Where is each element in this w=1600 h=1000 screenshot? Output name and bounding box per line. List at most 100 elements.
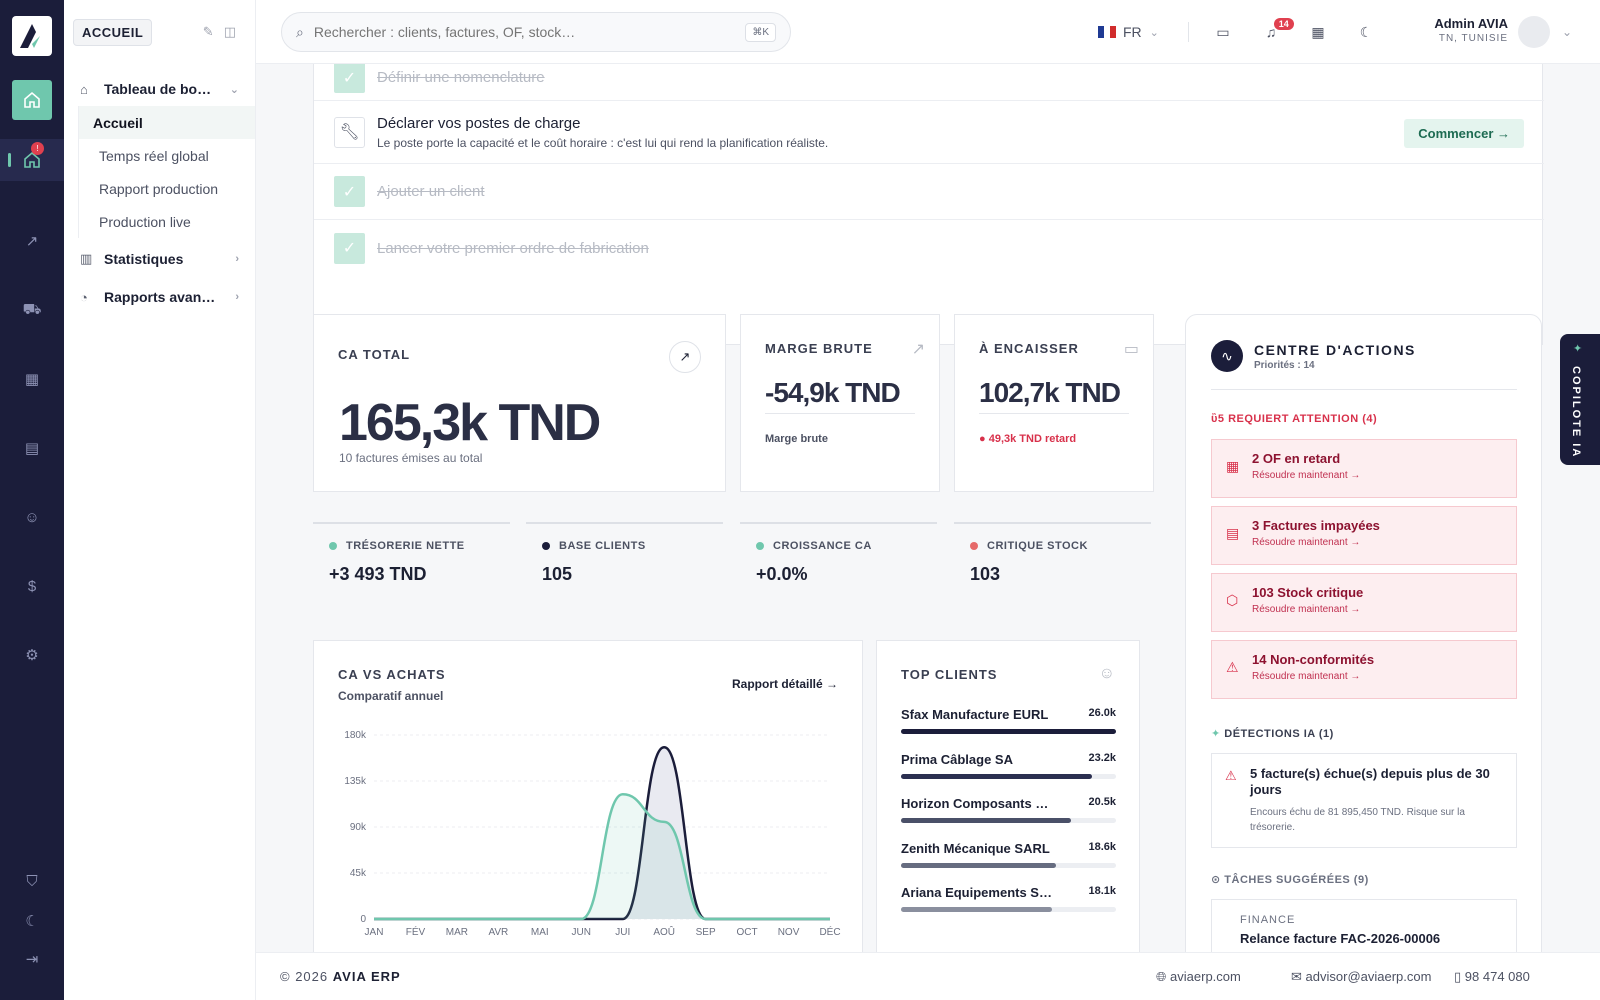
phone-icon: ▯ — [1454, 969, 1462, 984]
users-icon: ☺ — [1098, 665, 1115, 682]
user-menu[interactable]: Admin AVIA TN, TUNISIE — [1396, 16, 1508, 44]
client-name: Prima Câblage SA — [901, 751, 1013, 767]
step-current: 🔧︎ Déclarer vos postes de charge Le post… — [314, 101, 1544, 164]
resolve-link[interactable]: Résoudre maintenant → — [1252, 671, 1361, 682]
website-link[interactable]: 🌐︎ aviaerp.com — [1156, 969, 1241, 984]
ia-desc: Encours échu de 81 895,450 TND. Risque s… — [1250, 807, 1465, 833]
user-location: TN, TUNISIE — [1438, 33, 1508, 44]
arrow-up-right-icon[interactable]: ↗ — [669, 341, 701, 373]
wrench-icon: 🔧︎ — [334, 116, 365, 148]
action-item[interactable]: ▤ 3 Factures impayées Résoudre maintenan… — [1211, 506, 1517, 565]
resolve-link[interactable]: Résoudre maintenant → — [1252, 604, 1361, 615]
step-label: Déclarer vos postes de charge — [377, 114, 581, 132]
factory-icon: ▦ — [1226, 458, 1240, 474]
copilot-tab[interactable]: ✦ COPILOTE IA — [1560, 334, 1600, 465]
client-bar-fill — [901, 862, 1056, 868]
nav-item-temps-reel[interactable]: Temps réel global — [99, 147, 209, 164]
client-row[interactable]: Sfax Manufacture EURL 26.0k — [901, 707, 1116, 734]
ia-detection[interactable]: ⚠ 5 facture(s) échue(s) depuis plus de 3… — [1211, 753, 1517, 848]
step-done[interactable]: ✓ Lancer votre premier ordre de fabricat… — [314, 220, 1544, 276]
collapse-icon[interactable]: ◫ — [223, 24, 236, 39]
ia-title: ✦ DÉTECTIONS IA (1) — [1211, 728, 1334, 740]
nav-item-rapport-production[interactable]: Rapport production — [99, 180, 219, 197]
rail-finance-button[interactable]: $ — [0, 565, 64, 607]
avatar[interactable] — [1518, 16, 1550, 48]
client-name: Sfax Manufacture EURL — [901, 707, 1049, 722]
step-label: Définir une nomenclature — [377, 69, 545, 86]
warning-icon: ⚠ — [1226, 659, 1239, 675]
notifications-button[interactable]: ♫ 14 — [1259, 0, 1294, 64]
app-logo[interactable] — [12, 16, 52, 56]
action-label: 103 Stock critique — [1252, 585, 1364, 600]
action-item[interactable]: ⬡ 103 Stock critique Résoudre maintenant… — [1211, 573, 1517, 632]
warning-icon: ⚠ — [1225, 768, 1237, 783]
action-item[interactable]: ▦ 2 OF en retard Résoudre maintenant → — [1211, 439, 1517, 498]
rail-production-button[interactable]: ▦ — [0, 358, 64, 400]
client-bar-fill — [901, 773, 1093, 779]
x-tick-label: JUI — [615, 927, 630, 938]
status-dot — [970, 542, 978, 550]
nav-group-label: Rapports avan… — [104, 289, 216, 305]
copyright: © 2026 AVIA ERP — [280, 969, 401, 984]
nav-item-accueil[interactable]: Accueil — [79, 106, 255, 139]
sidebar: ACCUEIL ✎ ◫ ⌂ Tableau de bo… ⌄ Accueil T… — [64, 0, 256, 1000]
rail-logout-button[interactable]: ⇥ — [0, 938, 64, 980]
factory-icon: ▦ — [24, 371, 40, 388]
nav-group-dashboard[interactable]: ⌂ Tableau de bo… ⌄ — [64, 72, 255, 106]
rail-security-button[interactable]: ⛉ — [0, 860, 64, 902]
status-dot — [542, 542, 550, 550]
search-input[interactable] — [313, 24, 746, 40]
step-done[interactable]: ✓ Définir une nomenclature — [314, 64, 1544, 101]
ia-label: 5 facture(s) échue(s) depuis plus de 30 … — [1250, 766, 1490, 797]
kpi-sub: ● 49,3k TND retard — [979, 433, 1077, 445]
action-item[interactable]: ⚠ 14 Non-conformités Résoudre maintenant… — [1211, 640, 1517, 699]
client-row[interactable]: Zenith Mécanique SARL 18.6k — [901, 841, 1116, 868]
client-row[interactable]: Ariana Equipements S… 18.1k — [901, 885, 1116, 912]
rail-stats-button[interactable]: ↗ — [0, 220, 64, 262]
client-bar-fill — [901, 729, 1116, 734]
phone-link[interactable]: ▯ 98 474 080 — [1454, 969, 1530, 984]
home-icon — [24, 91, 40, 108]
step-done[interactable]: ✓ Ajouter un client — [314, 164, 1544, 220]
nav-group-statistiques[interactable]: ▥ Statistiques › — [64, 242, 255, 276]
nav-group-rapports[interactable]: ◔ Rapports avan… › — [64, 280, 255, 314]
detail-report-link[interactable]: Rapport détaillé → — [731, 677, 838, 691]
kpi-label: À ENCAISSER — [979, 341, 1079, 356]
nav-item-production-live[interactable]: Production live — [99, 213, 191, 230]
top-clients-card: TOP CLIENTS ☺ Sfax Manufacture EURL 26.0k… — [876, 640, 1140, 952]
main-content: ✓ Définir une nomenclature 🔧︎ Déclarer v… — [256, 64, 1600, 952]
task-label: Relance facture FAC-2026-00006 — [1240, 931, 1441, 946]
chevron-down-icon[interactable]: ⌄ — [1562, 25, 1573, 39]
action-center-title: CENTRE D'ACTIONS — [1254, 342, 1416, 358]
email-link[interactable]: ✉ advisor@aviaerp.com — [1291, 969, 1432, 984]
task-category: FINANCE — [1240, 914, 1296, 926]
footer: © 2026 AVIA ERP 🌐︎ aviaerp.com ✉ advisor… — [256, 952, 1600, 1000]
shield-icon: ⛉ — [26, 872, 38, 890]
rail-home-button[interactable] — [12, 80, 52, 120]
mini-value: 105 — [542, 564, 573, 584]
resolve-link[interactable]: Résoudre maintenant → — [1252, 537, 1361, 548]
rail-sales-button[interactable]: ⛟ — [0, 289, 64, 331]
rail-hr-button[interactable]: ☺ — [0, 496, 64, 538]
step-label: Ajouter un client — [377, 183, 485, 200]
top-header: ⌕ ⌘K FR ⌄ ▭ ♫14 ▦ ☾ Admin AVIA TN, TUNIS… — [256, 0, 1600, 64]
client-value: 20.5k — [1088, 796, 1116, 808]
messages-button[interactable]: ▭ — [1211, 0, 1235, 64]
resolve-link[interactable]: Résoudre maintenant → — [1252, 470, 1361, 481]
chart-title: CA VS ACHATS — [338, 667, 446, 682]
pie-chart-icon: ◔ — [80, 289, 88, 305]
x-tick-label: FÉV — [406, 925, 426, 938]
rail-dashboard-button[interactable]: ! — [0, 139, 64, 181]
rail-stock-button[interactable]: ▤ — [0, 427, 64, 469]
client-row[interactable]: Horizon Composants … 20.5k — [901, 796, 1116, 823]
theme-toggle[interactable]: ☾ — [1354, 0, 1378, 64]
start-button[interactable]: Commencer → — [1404, 119, 1524, 148]
pin-icon[interactable]: ✎ — [202, 24, 214, 39]
rail-settings-button[interactable]: ⚙ — [0, 634, 64, 676]
language-selector[interactable]: FR ⌄ — [1098, 0, 1159, 64]
client-row[interactable]: Prima Câblage SA 23.2k — [901, 752, 1116, 779]
task-item[interactable]: FINANCE Relance facture FAC-2026-00006 — [1211, 899, 1517, 952]
rail-theme-button[interactable]: ☾ — [0, 900, 64, 942]
calendar-button[interactable]: ▦ — [1306, 0, 1330, 64]
x-tick-label: MAI — [531, 927, 549, 938]
